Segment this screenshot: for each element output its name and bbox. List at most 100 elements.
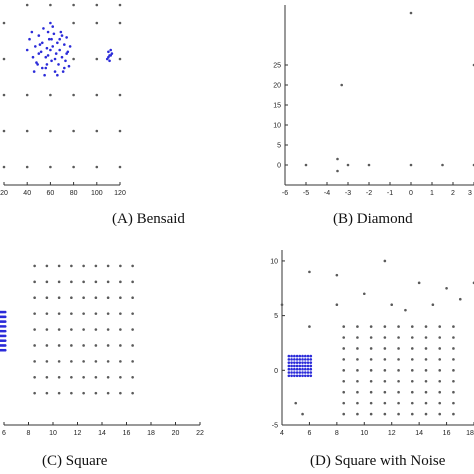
y-tick-label: 0 [274,368,278,375]
scatter-point [397,369,400,372]
scatter-point [106,296,110,300]
scatter-point [452,358,455,361]
scatter-point [50,37,53,41]
scatter-point [452,369,455,372]
scatter-point [290,374,293,378]
scatter-point [438,358,442,361]
scatter-point [118,93,122,97]
x-tick-label: 14 [415,430,423,437]
scatter-point [298,364,302,368]
scatter-point [452,412,455,416]
scatter-point [72,93,75,97]
scatter-point [45,264,49,268]
scatter-point [3,325,7,328]
scatter-point [46,30,50,34]
scatter-point [452,336,455,339]
scatter-point [309,361,313,364]
x-tick-label: 18 [147,430,155,437]
scatter-point [280,303,284,306]
scatter-point [431,303,435,306]
scatter-point [44,66,48,70]
scatter-point [110,52,114,55]
scatter-point [301,361,304,364]
scatter-point [119,375,122,379]
scatter-point [309,364,313,368]
x-tick-label: 1 [430,190,434,197]
scatter-point [95,129,99,133]
scatter-point [356,358,359,361]
scatter-point [45,375,49,379]
scatter-point [106,344,110,347]
scatter-point [383,325,387,328]
scatter-point [119,312,122,315]
scatter-point [30,30,34,34]
scatter-point [309,354,313,358]
x-tick-label: 14 [98,430,106,437]
scatter-point [301,354,304,358]
scatter-point [131,264,134,268]
scatter-point [301,374,304,378]
scatter-point [3,348,7,352]
scatter-point [295,358,299,361]
scatter-point [309,374,313,378]
scatter-point [304,354,307,358]
scatter-point [57,360,61,363]
scatter-point [33,296,36,300]
scatter-point [356,347,359,350]
scatter-point [106,375,110,379]
scatter-point [397,379,400,383]
scatter-point [369,347,373,350]
scatter-point [94,360,98,363]
scatter-point [61,70,65,73]
scatter-point [49,93,52,97]
scatter-point [369,412,373,416]
scatter-point [82,375,85,379]
x-tick-label: 4 [280,430,284,437]
scatter-point [57,296,61,300]
scatter-point [109,48,113,52]
scatter-point [438,401,442,405]
x-tick-label: -4 [324,190,330,197]
panel-square-with-noise: 4 6 8 10 12 14 16 18 -5 0 5 10 [270,250,474,437]
x-tick-label: -6 [282,190,288,197]
scatter-point [68,45,72,48]
scatter-point [45,391,49,395]
scatter-point [25,48,29,52]
scatter-point [94,391,98,395]
scatter-point [383,259,387,263]
scatter-point [57,264,61,268]
scatter-point [383,336,387,339]
scatter-point [438,325,442,328]
scatter-point [94,264,98,268]
y-tick-label: 5 [277,143,281,150]
scatter-point [131,296,134,300]
scatter-point [295,371,299,374]
scatter-point [106,360,110,363]
scatter-point [72,129,75,133]
scatter-point [64,59,67,63]
x-tick-label: 60 [47,190,55,197]
x-tick-label: 6 [307,430,311,437]
scatter-point [42,27,45,30]
scatter-point [383,347,387,350]
scatter-point [304,367,307,371]
scatter-point [336,169,339,173]
scatter-point [118,3,122,7]
scatter-point [298,367,302,371]
scatter-point [287,364,291,368]
scatter-point [70,264,73,268]
scatter-point [362,292,366,296]
scatter-point [2,165,6,169]
scatter-point [72,57,75,61]
scatter-point [293,374,296,378]
scatter-point [3,344,7,347]
scatter-point [119,391,122,395]
scatter-point [2,129,6,133]
scatter-point [287,367,291,371]
x-tick-label: 16 [123,430,131,437]
scatter-point [342,347,346,350]
scatter-point [293,358,296,361]
scatter-point [424,325,428,328]
scatter-point [33,280,36,284]
